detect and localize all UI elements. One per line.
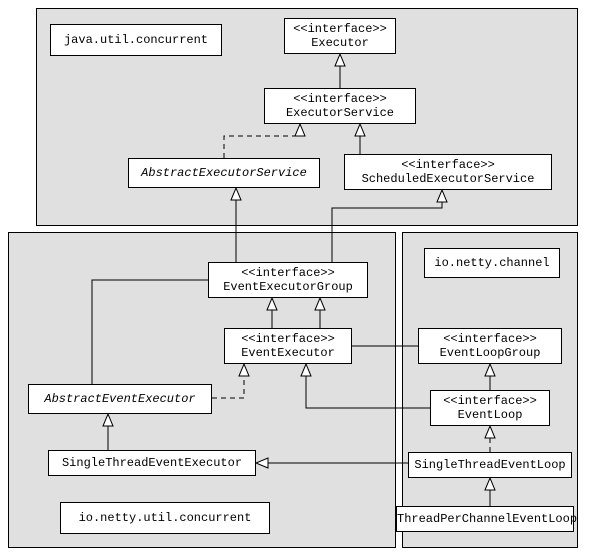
stereotype: <<interface>> (345, 158, 551, 172)
stereotype: <<interface>> (265, 92, 415, 106)
stereotype: <<interface>> (209, 266, 367, 280)
label: EventExecutorGroup (209, 280, 367, 294)
uml-diagram: java.util.concurrent <<interface>> Execu… (0, 0, 590, 558)
class-event-executor: <<interface>> EventExecutor (224, 328, 352, 364)
label: io.netty.util.concurrent (61, 511, 269, 525)
class-event-executor-group: <<interface>> EventExecutorGroup (208, 262, 368, 298)
label: ThreadPerChannelEventLoop (397, 512, 573, 526)
pkg-juc-label: java.util.concurrent (50, 24, 222, 56)
class-abstract-event-executor: AbstractEventExecutor (28, 384, 212, 414)
label: SingleThreadEventLoop (409, 458, 571, 472)
label: io.netty.channel (425, 256, 559, 270)
pkg-netty-util-label: io.netty.util.concurrent (60, 502, 270, 534)
stereotype: <<interface>> (431, 394, 549, 408)
class-scheduled-executor-service: <<interface>> ScheduledExecutorService (344, 154, 552, 190)
class-executor-service: <<interface>> ExecutorService (264, 88, 416, 124)
class-thread-per-channel-event-loop: ThreadPerChannelEventLoop (396, 506, 574, 532)
class-single-thread-event-loop: SingleThreadEventLoop (408, 452, 572, 478)
label: ExecutorService (265, 106, 415, 120)
label: java.util.concurrent (51, 33, 221, 47)
class-event-loop-group: <<interface>> EventLoopGroup (418, 328, 562, 364)
class-single-thread-event-executor: SingleThreadEventExecutor (48, 450, 256, 476)
label: EventExecutor (225, 346, 351, 360)
stereotype: <<interface>> (419, 332, 561, 346)
class-event-loop: <<interface>> EventLoop (430, 390, 550, 426)
class-abstract-executor-service: AbstractExecutorService (128, 158, 320, 188)
pkg-netty-channel-label: io.netty.channel (424, 248, 560, 278)
class-executor: <<interface>> Executor (284, 18, 396, 54)
label: Executor (285, 36, 395, 50)
label: SingleThreadEventExecutor (49, 456, 255, 470)
label: EventLoopGroup (419, 346, 561, 360)
label: ScheduledExecutorService (345, 172, 551, 186)
label: AbstractExecutorService (129, 166, 319, 180)
label: EventLoop (431, 408, 549, 422)
label: AbstractEventExecutor (29, 392, 211, 406)
stereotype: <<interface>> (225, 332, 351, 346)
stereotype: <<interface>> (285, 22, 395, 36)
